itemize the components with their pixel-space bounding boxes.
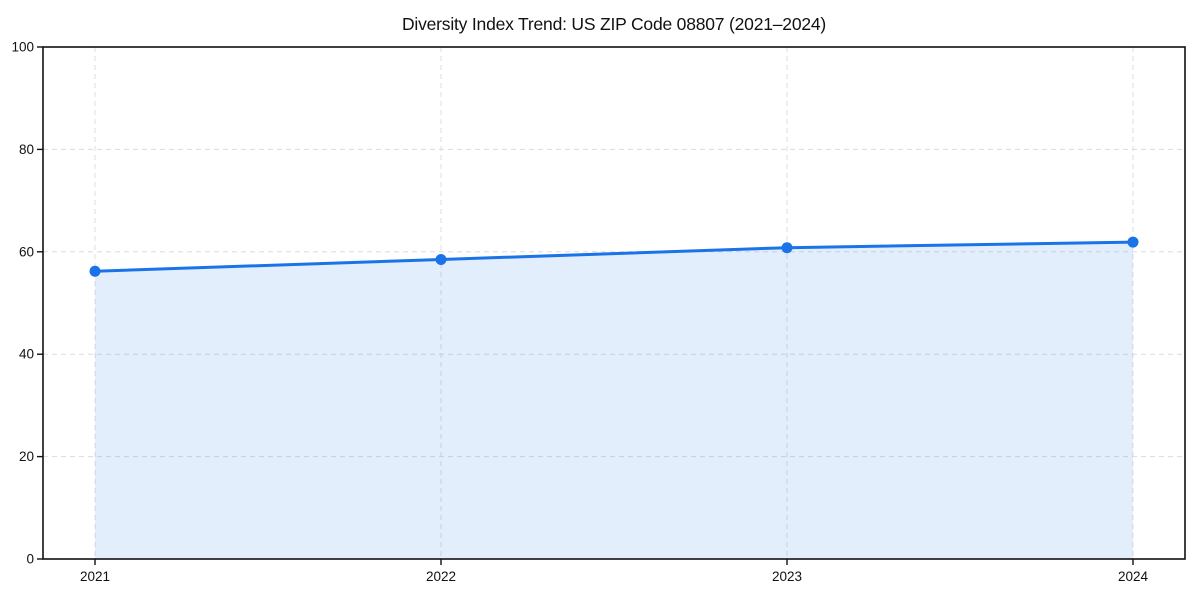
y-tick-label: 80 — [19, 142, 34, 157]
spine-layer — [42, 46, 1186, 560]
data-point-marker — [781, 242, 793, 254]
line-layer — [93, 240, 1135, 273]
series-area-fill — [95, 242, 1133, 559]
plot-border — [42, 46, 1186, 560]
x-tick-label: 2021 — [80, 569, 110, 584]
marker-layer — [89, 236, 1139, 277]
series-line — [93, 240, 1135, 273]
y-tick-label: 20 — [19, 449, 34, 464]
x-tick-label: 2023 — [772, 569, 802, 584]
label-layer: 2021 2022 2023 2024 0 20 40 60 80 100 — [11, 40, 1148, 585]
tick-layer — [37, 46, 1134, 565]
y-tick-label: 60 — [19, 244, 34, 259]
y-tick-label: 100 — [11, 40, 34, 55]
x-tick-label: 2024 — [1118, 569, 1149, 584]
data-point-marker — [435, 253, 447, 265]
x-tick-label: 2022 — [426, 569, 456, 584]
data-point-marker — [1127, 236, 1139, 248]
chart-title: Diversity Index Trend: US ZIP Code 08807… — [402, 14, 826, 34]
area-layer — [95, 242, 1133, 559]
y-tick-label: 40 — [19, 347, 34, 362]
y-tick-label: 0 — [26, 552, 34, 567]
data-point-marker — [89, 265, 101, 277]
